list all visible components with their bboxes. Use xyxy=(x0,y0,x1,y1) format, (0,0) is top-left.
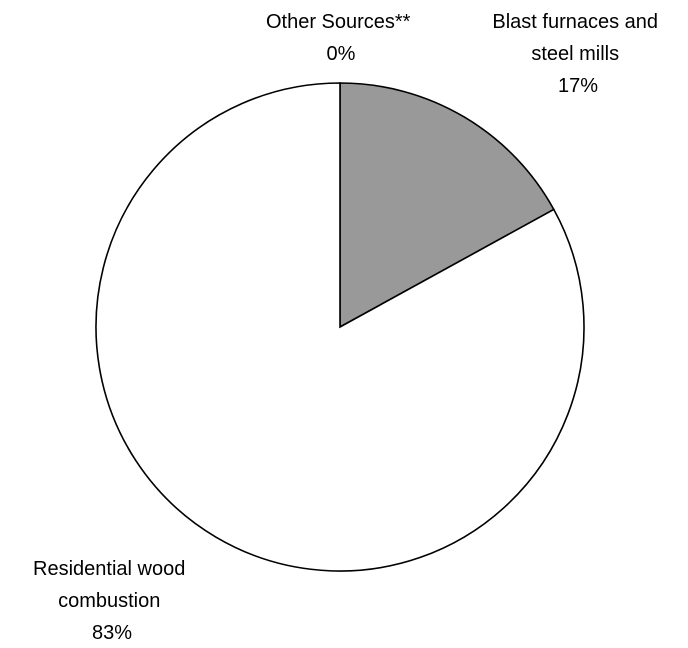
label-blast-furnaces-line1: Blast furnaces and xyxy=(492,11,658,33)
label-residential-wood-line2: combustion xyxy=(58,590,160,612)
label-residential-wood-line1: Residential wood xyxy=(33,558,185,580)
label-other-sources: Other Sources** 0% xyxy=(266,11,416,65)
label-blast-furnaces: Blast furnaces and steel mills 17% xyxy=(492,11,663,97)
pie-slices xyxy=(95,82,585,572)
label-blast-furnaces-line2: steel mills xyxy=(531,43,619,65)
slice-residential-wood xyxy=(95,82,585,572)
label-residential-wood-percent: 83% xyxy=(92,622,132,644)
label-other-sources-line1: Other Sources** xyxy=(266,11,411,33)
label-residential-wood: Residential wood combustion 83% xyxy=(33,558,191,644)
label-blast-furnaces-percent: 17% xyxy=(558,75,598,97)
slice-blast-furnaces xyxy=(339,82,555,329)
label-other-sources-percent: 0% xyxy=(327,43,356,65)
